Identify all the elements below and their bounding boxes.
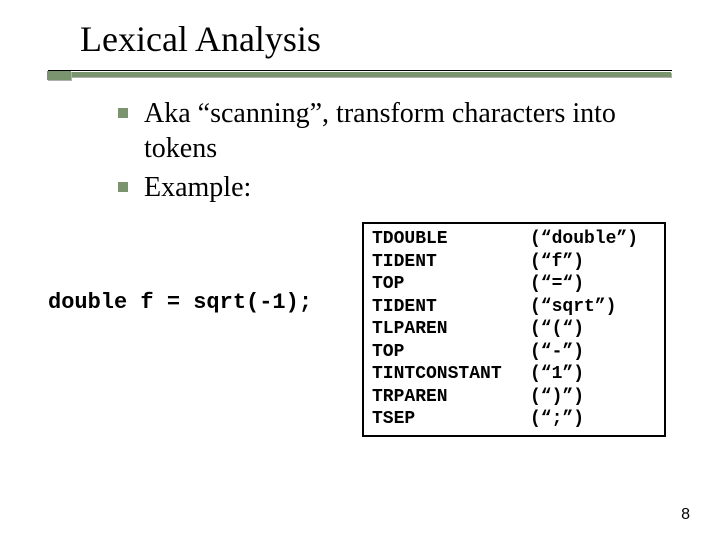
token-value: (“=“) xyxy=(530,273,584,296)
slide-title: Lexical Analysis xyxy=(80,18,321,60)
token-value: (“;”) xyxy=(530,408,584,431)
token-value: (“double”) xyxy=(530,228,638,251)
token-name: TRPAREN xyxy=(372,386,530,409)
token-value: (“)”) xyxy=(530,386,584,409)
table-row: TLPAREN (“(“) xyxy=(372,318,656,341)
table-row: TSEP (“;”) xyxy=(372,408,656,431)
table-row: TOP (“=“) xyxy=(372,273,656,296)
token-value: (“f”) xyxy=(530,251,584,274)
table-row: TIDENT (“f”) xyxy=(372,251,656,274)
bullet-text: Example: xyxy=(144,170,251,205)
token-name: TINTCONSTANT xyxy=(372,363,530,386)
token-name: TIDENT xyxy=(372,251,530,274)
token-name: TOP xyxy=(372,341,530,364)
table-row: TRPAREN (“)”) xyxy=(372,386,656,409)
table-row: TINTCONSTANT (“1”) xyxy=(372,363,656,386)
bullet-text: Aka “scanning”, transform characters int… xyxy=(144,96,678,166)
bullet-item: Example: xyxy=(118,170,678,205)
token-value: (“(“) xyxy=(530,318,584,341)
token-name: TLPAREN xyxy=(372,318,530,341)
token-table: TDOUBLE (“double”) TIDENT (“f”) TOP (“=“… xyxy=(362,222,666,437)
token-value: (“-”) xyxy=(530,341,584,364)
token-name: TDOUBLE xyxy=(372,228,530,251)
token-name: TSEP xyxy=(372,408,530,431)
token-name: TIDENT xyxy=(372,296,530,319)
bullet-icon xyxy=(118,108,128,118)
token-value: (“1”) xyxy=(530,363,584,386)
token-value: (“sqrt”) xyxy=(530,296,616,319)
token-name: TOP xyxy=(372,273,530,296)
table-row: TIDENT (“sqrt”) xyxy=(372,296,656,319)
title-underline xyxy=(48,70,672,80)
bullet-list: Aka “scanning”, transform characters int… xyxy=(118,96,678,209)
code-snippet: double f = sqrt(-1); xyxy=(48,290,312,315)
slide: Lexical Analysis Aka “scanning”, transfo… xyxy=(0,0,720,540)
bullet-icon xyxy=(118,182,128,192)
bullet-item: Aka “scanning”, transform characters int… xyxy=(118,96,678,166)
page-number: 8 xyxy=(681,506,690,524)
table-row: TOP (“-”) xyxy=(372,341,656,364)
table-row: TDOUBLE (“double”) xyxy=(372,228,656,251)
